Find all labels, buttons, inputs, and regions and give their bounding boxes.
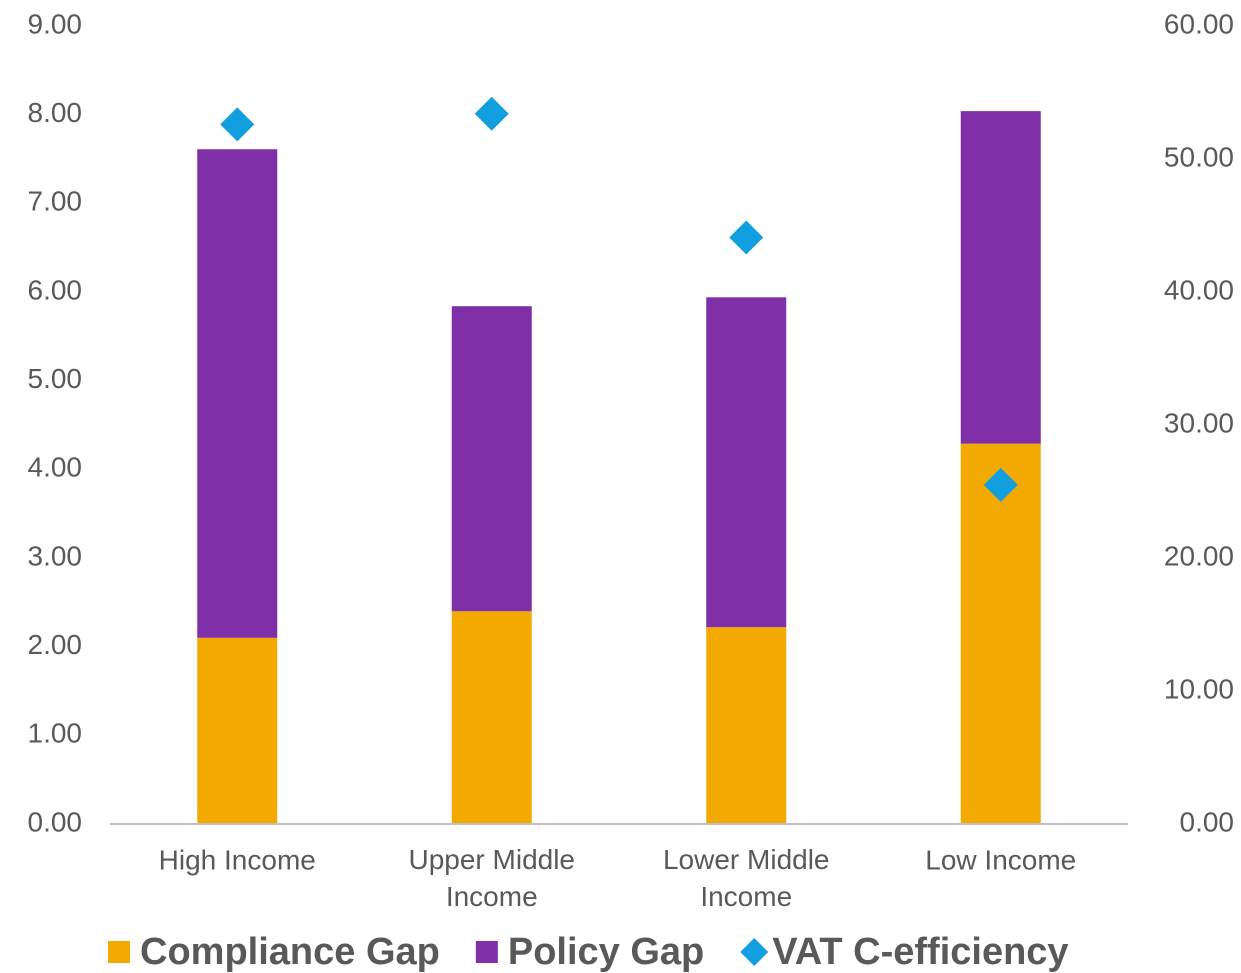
y-tick-label: 9.00 (28, 8, 83, 39)
bar (451, 611, 532, 824)
y-tick-label: 8.00 (28, 97, 83, 128)
y2-tick-label: 10.00 (1164, 673, 1234, 704)
bar (960, 443, 1041, 824)
y2-tick-label: 30.00 (1164, 407, 1234, 438)
y-tick-label: 5.00 (28, 363, 83, 394)
legend-marker (740, 938, 769, 966)
bar (197, 637, 278, 824)
y-tick-label: 3.00 (28, 540, 83, 571)
y2-tick-label: 50.00 (1164, 141, 1234, 172)
bar (706, 297, 787, 628)
bar (706, 627, 787, 824)
marker (729, 220, 764, 255)
y-tick-label: 7.00 (28, 186, 83, 217)
bar (451, 306, 532, 612)
x-tick-label: High Income (159, 844, 316, 875)
y-tick-label: 2.00 (28, 629, 83, 660)
bar (960, 111, 1041, 444)
legend-marker (108, 941, 130, 963)
legend-label: Compliance Gap (140, 931, 440, 973)
marker (474, 96, 509, 131)
y2-tick-label: 20.00 (1164, 540, 1234, 571)
y-tick-label: 0.00 (28, 806, 83, 837)
y2-tick-label: 0.00 (1180, 806, 1235, 837)
y2-tick-label: 40.00 (1164, 274, 1234, 305)
bar (197, 149, 278, 638)
legend-marker (475, 941, 498, 963)
x-tick-label: Upper Middle Income (408, 844, 575, 912)
y-tick-label: 6.00 (28, 274, 83, 305)
x-tick-label: Lower Middle Income (663, 844, 830, 912)
y2-tick-label: 60.00 (1164, 8, 1234, 39)
legend-label: VAT C-efficiency (772, 931, 1068, 973)
x-tick-label: Low Income (925, 844, 1076, 875)
marker (983, 467, 1018, 502)
marker (220, 107, 255, 142)
y-tick-label: 4.00 (28, 452, 83, 483)
y-tick-label: 1.00 (28, 718, 83, 749)
legend-label: Policy Gap (508, 931, 704, 973)
